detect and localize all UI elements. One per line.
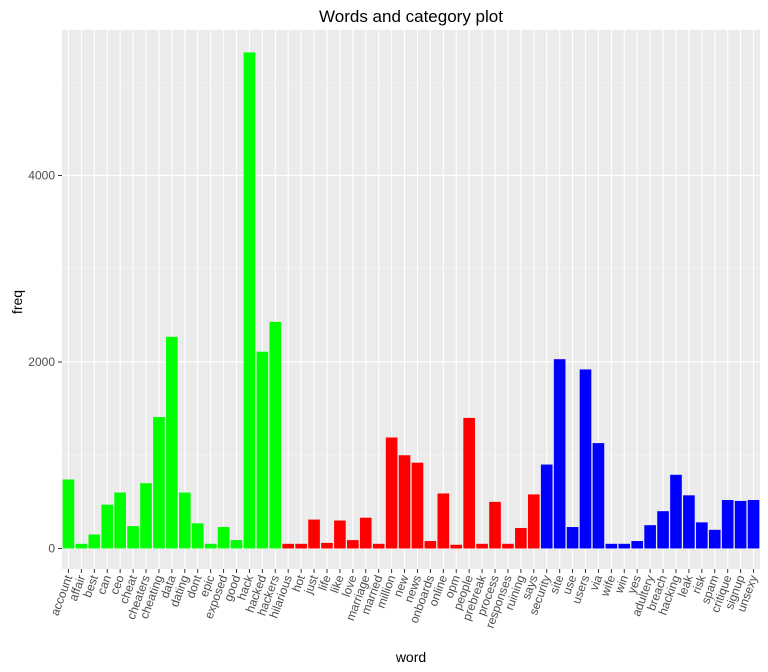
bar-cheating (153, 416, 165, 549)
grid-minor (62, 81, 760, 456)
x-tick-label: yes (624, 573, 644, 595)
bar-adultery (644, 525, 656, 549)
x-tick-label: hot (289, 573, 308, 594)
bar-unsexy (747, 499, 760, 549)
bar-hacked (256, 351, 269, 549)
bar-hilarious (282, 543, 295, 549)
x-axis-title: word (395, 649, 426, 665)
bar-new (398, 455, 411, 549)
x-tick-label: site (547, 573, 567, 596)
y-tick-label: 4000 (28, 168, 55, 182)
x-tick-label: can (94, 573, 114, 596)
bar-ceo (114, 492, 126, 549)
bar-site (553, 359, 566, 549)
x-tick-label: ceo (107, 573, 127, 596)
x-tick-label: via (587, 573, 606, 593)
x-tick-label: risk (689, 572, 709, 595)
bar-spam (708, 529, 721, 549)
bar-affair (75, 543, 88, 549)
bar-process (489, 501, 501, 549)
bar-account (62, 479, 75, 549)
bar-dating (178, 492, 191, 549)
bar-hot (295, 543, 307, 549)
bar-just (308, 519, 320, 549)
bar-can (101, 504, 114, 549)
bar-marriage (359, 517, 372, 549)
bar-online (437, 493, 450, 549)
bar-risk (696, 522, 708, 549)
bar-use (566, 527, 579, 549)
bar-security (540, 464, 553, 549)
bar-responses (502, 543, 514, 549)
bar-ruining (515, 527, 527, 549)
bar-leak (683, 495, 695, 549)
bar-yes (631, 541, 644, 549)
x-tick-label: just (301, 573, 321, 597)
y-axis: 0 2000 4000 (28, 168, 62, 555)
bars (62, 52, 760, 549)
bar-critique (721, 499, 734, 549)
bar-people (463, 417, 475, 549)
y-axis-title: freq (9, 290, 25, 314)
bar-users (579, 369, 592, 549)
bar-data (166, 336, 178, 549)
x-tick-label: life (315, 573, 334, 593)
bar-cheaters (140, 483, 152, 549)
x-tick-label: like (327, 573, 346, 595)
bar-win (618, 543, 631, 549)
bar-says (527, 494, 540, 549)
bar-wife (605, 543, 618, 549)
bar-life (321, 542, 333, 549)
bar-onboards (424, 541, 437, 549)
bar-hackers (269, 321, 282, 549)
bar-via (592, 443, 605, 549)
bar-signup (734, 500, 747, 549)
bar-best (88, 534, 101, 549)
bar-breach (657, 511, 669, 549)
bar-news (411, 462, 424, 549)
bar-prebreak (476, 543, 488, 549)
x-tick-label: win (611, 573, 631, 596)
bar-opm (450, 544, 463, 549)
plot-panel (62, 30, 760, 569)
bar-dont (191, 523, 204, 549)
x-axis: accountaffairbestcanceocheatcheaterschea… (48, 569, 760, 630)
chart-title: Words and category plot (319, 7, 503, 26)
bar-hack (243, 52, 256, 549)
bar-cheat (127, 526, 139, 549)
bar-love (347, 540, 359, 549)
bar-good (230, 540, 243, 549)
y-tick-label: 0 (48, 541, 55, 555)
x-tick-label: use (560, 573, 580, 596)
y-tick-label: 2000 (28, 355, 55, 369)
bar-exposed (217, 527, 230, 549)
bar-epic (204, 543, 217, 549)
bar-hacking (670, 474, 682, 549)
bar-like (334, 520, 346, 549)
bar-million (385, 437, 398, 549)
bar-married (372, 543, 385, 549)
